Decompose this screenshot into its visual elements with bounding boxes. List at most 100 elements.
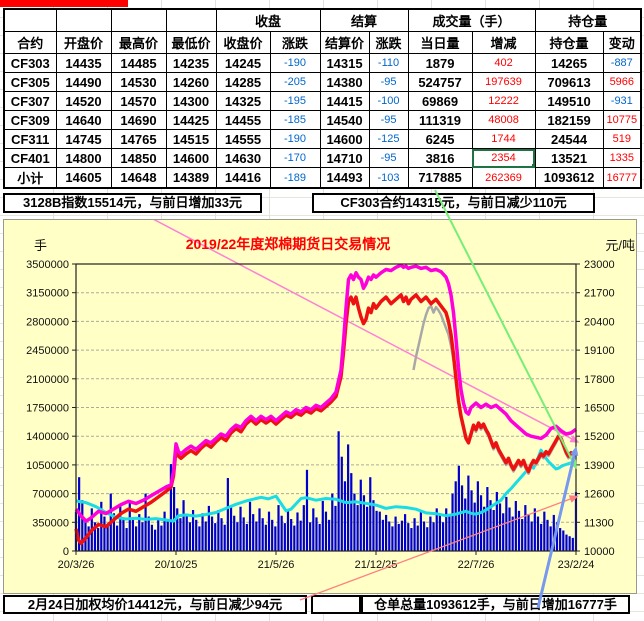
table-cell[interactable]: -189: [269, 167, 321, 189]
table-cell[interactable]: CF401: [3, 148, 57, 168]
table-cell[interactable]: 524757: [407, 72, 473, 92]
table-cell[interactable]: -95: [368, 110, 409, 130]
table-cell[interactable]: 262369: [471, 167, 536, 189]
top-left-red-bar: [0, 0, 128, 7]
table-cell[interactable]: 717885: [407, 167, 473, 189]
volume-bar: [555, 522, 559, 551]
banner-empty-cell[interactable]: [311, 595, 361, 614]
table-cell[interactable]: 14265: [534, 53, 604, 73]
table-cell[interactable]: 5966: [602, 72, 642, 92]
table-cell[interactable]: 14800: [55, 148, 112, 168]
table-cell[interactable]: 1744: [471, 129, 536, 149]
volume-bar: [340, 456, 343, 551]
table-cell[interactable]: 14235: [165, 53, 217, 73]
table-cell[interactable]: 111319: [407, 110, 473, 130]
table-cell[interactable]: 16777: [602, 167, 642, 189]
table-cell[interactable]: -190: [269, 53, 321, 73]
table-cell[interactable]: 12222: [471, 91, 536, 111]
table-cell[interactable]: 14640: [55, 110, 112, 130]
table-cell[interactable]: 14630: [215, 148, 271, 168]
table-cell[interactable]: 149510: [534, 91, 604, 111]
banner-weighted-avg-price[interactable]: 2月24日加权均价14412元，与前日减少94元: [3, 595, 307, 614]
table-cell[interactable]: CF305: [3, 72, 57, 92]
table-cell[interactable]: 14520: [55, 91, 112, 111]
table-cell[interactable]: 14415: [319, 91, 370, 111]
table-cell[interactable]: 14455: [215, 110, 271, 130]
table-cell[interactable]: 14745: [55, 129, 112, 149]
table-cell[interactable]: -931: [602, 91, 642, 111]
table-cell[interactable]: 1335: [602, 148, 642, 168]
table-cell[interactable]: -185: [269, 110, 321, 130]
table-cell[interactable]: 519: [602, 129, 642, 149]
table-cell[interactable]: 402: [471, 53, 536, 73]
table-cell[interactable]: 14710: [319, 148, 370, 168]
table-cell[interactable]: -170: [269, 148, 321, 168]
table-cell[interactable]: 13521: [534, 148, 604, 168]
table-cell[interactable]: 14600: [165, 148, 217, 168]
table-cell[interactable]: CF307: [3, 91, 57, 111]
table-cell[interactable]: 14285: [215, 72, 271, 92]
table-cell[interactable]: -195: [269, 91, 321, 111]
table-cell[interactable]: 24544: [534, 129, 604, 149]
table-cell[interactable]: -95: [368, 148, 409, 168]
column-header: 涨跌: [269, 31, 321, 54]
volume-bar: [397, 523, 400, 551]
table-cell[interactable]: -100: [368, 91, 409, 111]
futures-daily-chart[interactable]: 0 350000 700000 1050000 1400000 1750000 210000…: [3, 219, 637, 594]
volume-bar: [369, 477, 372, 551]
banner-3128b-index[interactable]: 3128B指数15514元，与前日增加33元: [3, 193, 262, 213]
table-cell[interactable]: 14493: [319, 167, 370, 189]
table-cell[interactable]: CF309: [3, 110, 57, 130]
table-cell[interactable]: -103: [368, 167, 409, 189]
table-cell[interactable]: 14648: [110, 167, 167, 189]
table-cell[interactable]: 14515: [165, 129, 217, 149]
table-cell[interactable]: 14570: [110, 91, 167, 111]
table-cell[interactable]: -205: [269, 72, 321, 92]
table-cell[interactable]: 14416: [215, 167, 271, 189]
table-cell[interactable]: 14260: [165, 72, 217, 92]
table-cell[interactable]: -887: [602, 53, 642, 73]
table-cell[interactable]: 1879: [407, 53, 473, 73]
table-cell[interactable]: -190: [269, 129, 321, 149]
table-cell[interactable]: -110: [368, 53, 409, 73]
table-cell[interactable]: 14425: [165, 110, 217, 130]
table-cell[interactable]: 197639: [471, 72, 536, 92]
table-cell[interactable]: 69869: [407, 91, 473, 111]
table-cell[interactable]: 14380: [319, 72, 370, 92]
table-cell[interactable]: 10775: [602, 110, 642, 130]
table-cell[interactable]: 182159: [534, 110, 604, 130]
table-cell[interactable]: 6245: [407, 129, 473, 149]
table-cell[interactable]: 709613: [534, 72, 604, 92]
futures-table[interactable]: 收盘 结算 成交量（手） 持仓量 合约 开盘价 最高价 最低价 收盘价 涨跌 结算价 涨跌 当日…: [3, 8, 643, 189]
table-cell[interactable]: 14315: [319, 53, 370, 73]
table-cell[interactable]: 14325: [215, 91, 271, 111]
table-cell[interactable]: 14555: [215, 129, 271, 149]
table-cell[interactable]: 14600: [319, 129, 370, 149]
table-cell[interactable]: 14690: [110, 110, 167, 130]
table-cell[interactable]: 3816: [407, 148, 473, 168]
table-cell[interactable]: 48008: [471, 110, 536, 130]
table-cell[interactable]: 14485: [110, 53, 167, 73]
volume-bar: [312, 508, 315, 551]
table-cell[interactable]: 14765: [110, 129, 167, 149]
table-cell[interactable]: 14389: [165, 167, 217, 189]
table-cell[interactable]: 14850: [110, 148, 167, 168]
volume-bar: [134, 526, 138, 551]
table-cell[interactable]: 小计: [3, 167, 57, 189]
table-cell[interactable]: 14435: [55, 53, 112, 73]
table-cell[interactable]: 2354: [471, 148, 536, 168]
volume-bar: [195, 519, 198, 551]
table-cell[interactable]: 14540: [319, 110, 370, 130]
table-cell[interactable]: CF311: [3, 129, 57, 149]
banner-cf303-contract[interactable]: CF303合约14315元，与前日减少110元: [312, 193, 595, 213]
table-cell[interactable]: -125: [368, 129, 409, 149]
table-cell[interactable]: 14300: [165, 91, 217, 111]
table-cell[interactable]: 1093612: [534, 167, 604, 189]
table-cell[interactable]: 14490: [55, 72, 112, 92]
table-cell[interactable]: 14530: [110, 72, 167, 92]
table-cell[interactable]: 14245: [215, 53, 271, 73]
table-cell[interactable]: 14605: [55, 167, 112, 189]
banner-warehouse-receipts[interactable]: 仓单总量1093612手，与前日增加16777手: [361, 595, 630, 614]
table-cell[interactable]: -95: [368, 72, 409, 92]
table-cell[interactable]: CF303: [3, 53, 57, 73]
